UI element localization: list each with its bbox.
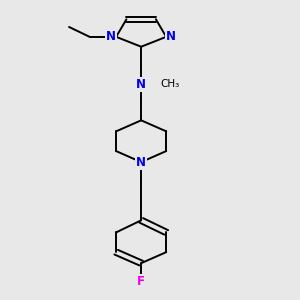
Text: N: N (136, 78, 146, 91)
Text: CH₃: CH₃ (160, 79, 180, 89)
Text: F: F (137, 275, 145, 288)
Text: N: N (136, 156, 146, 169)
Text: N: N (166, 30, 176, 43)
Text: N: N (106, 30, 116, 43)
